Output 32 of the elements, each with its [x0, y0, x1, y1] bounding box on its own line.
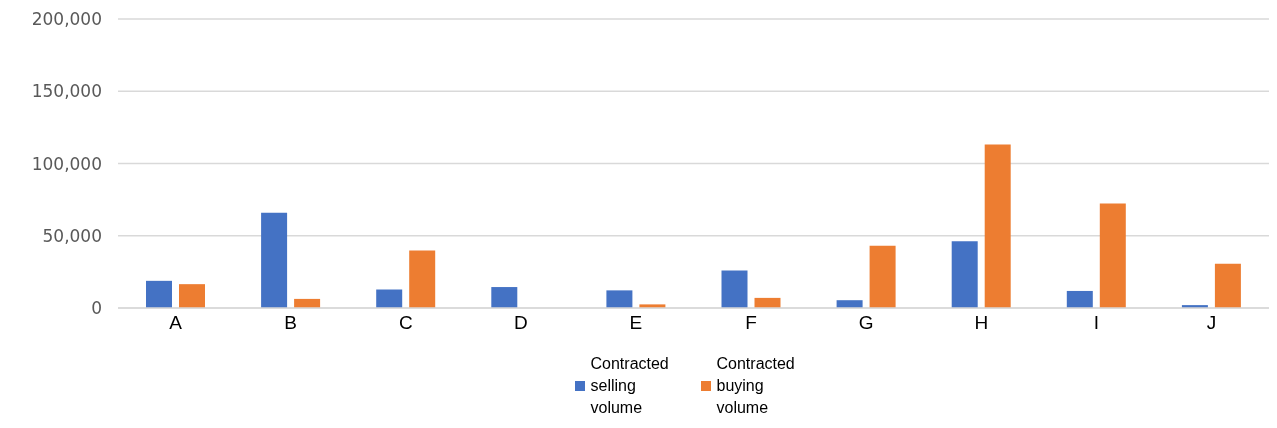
y-tick-label: 50,000 — [42, 225, 102, 246]
legend-label: Contracted selling volume — [590, 354, 670, 418]
y-tick-label: 100,000 — [31, 153, 102, 174]
x-tick-label: C — [398, 312, 413, 334]
x-tick-label: I — [1093, 312, 1099, 334]
y-tick-label: 200,000 — [31, 9, 102, 30]
bar — [1099, 203, 1126, 308]
bar — [179, 284, 205, 308]
bar — [261, 212, 288, 308]
y-tick-label: 150,000 — [31, 81, 102, 102]
x-tick-label: A — [169, 312, 183, 334]
x-tick-label: J — [1206, 312, 1217, 334]
bar — [409, 250, 436, 308]
bar — [146, 280, 172, 308]
x-tick-label: E — [629, 312, 643, 334]
bar — [836, 300, 863, 308]
bar — [869, 245, 896, 308]
bar — [721, 270, 748, 308]
x-tick-label: H — [974, 312, 989, 334]
y-tick-label: 0 — [91, 298, 102, 319]
bar — [951, 241, 978, 308]
bar — [984, 144, 1011, 308]
bar — [606, 290, 633, 308]
x-tick-label: F — [745, 312, 757, 334]
bar — [376, 289, 403, 308]
legend-label: Contracted buying volume — [716, 354, 796, 418]
bar — [1214, 263, 1241, 308]
x-tick-label: B — [284, 312, 297, 334]
bar — [491, 287, 518, 308]
x-tick-label: D — [513, 312, 528, 334]
bar — [1066, 290, 1093, 308]
x-tick-label: G — [858, 312, 874, 334]
